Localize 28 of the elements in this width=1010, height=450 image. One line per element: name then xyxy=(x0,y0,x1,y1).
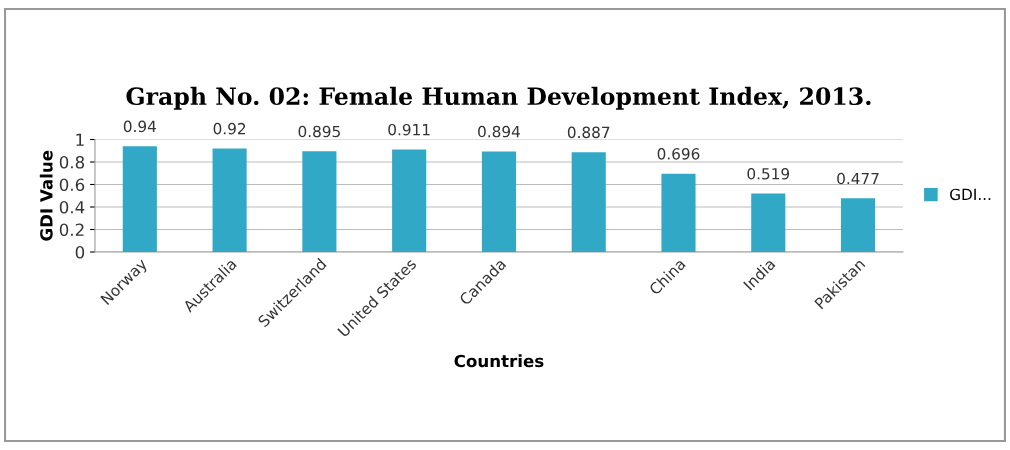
data-label: 0.895 xyxy=(298,125,340,138)
y-axis-title: GDI Value xyxy=(39,150,53,241)
data-label: 0.519 xyxy=(747,167,790,180)
y-tick-label: 0.4 xyxy=(59,200,85,214)
bar xyxy=(122,146,157,252)
y-tick-label: 0.8 xyxy=(59,155,85,169)
y-tick-label: 0 xyxy=(75,245,85,259)
data-label: 0.92 xyxy=(213,122,246,135)
data-label: 0.696 xyxy=(657,148,700,160)
data-label: 0.477 xyxy=(837,172,879,185)
bar xyxy=(840,198,876,252)
bar xyxy=(481,151,516,252)
data-label: 0.911 xyxy=(388,123,430,136)
data-label: 0.887 xyxy=(567,126,610,139)
bar xyxy=(302,151,337,252)
data-label: 0.94 xyxy=(123,120,156,133)
chart-title: Graph No. 02: Female Human Development Index, 2013. xyxy=(126,86,871,110)
bar xyxy=(392,149,427,252)
bar xyxy=(571,152,606,252)
x-axis-title: Countries xyxy=(454,354,544,368)
bar xyxy=(751,193,786,252)
bar xyxy=(212,148,247,252)
y-tick-label: 1 xyxy=(76,133,84,146)
y-tick-label: 0.2 xyxy=(59,223,84,237)
legend-label: GDI... xyxy=(950,188,991,201)
bar xyxy=(661,173,696,252)
y-tick-label: 0.6 xyxy=(59,178,85,192)
data-label: 0.894 xyxy=(478,125,520,138)
